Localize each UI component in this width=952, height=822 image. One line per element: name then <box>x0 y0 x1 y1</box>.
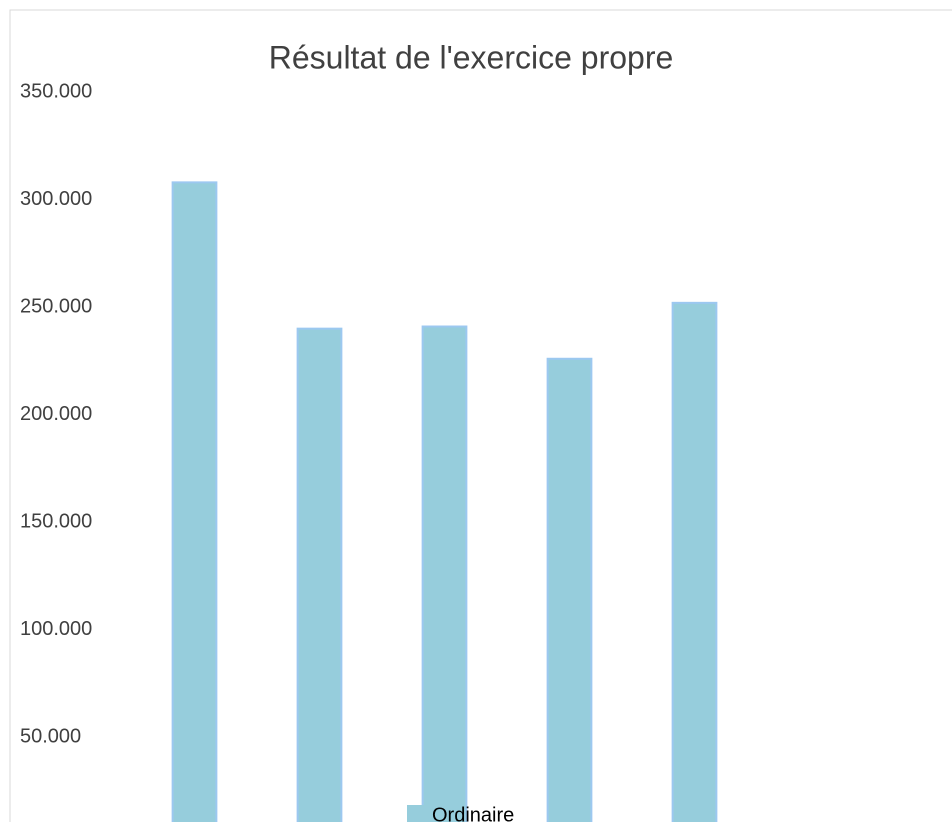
y-tick-label: 300.000 <box>20 188 92 210</box>
y-tick-label: 50.000 <box>20 726 81 748</box>
y-tick-label: 150.000 <box>20 511 92 533</box>
chart-frame <box>9 9 952 822</box>
bar <box>671 301 718 822</box>
y-tick-label: 250.000 <box>20 295 92 317</box>
bar <box>296 327 343 822</box>
chart-title: Résultat de l'exercice propre <box>269 39 674 75</box>
bar <box>171 181 218 822</box>
y-tick-label: 100.000 <box>20 618 92 640</box>
bar <box>421 325 468 822</box>
legend-label: Ordinaire <box>432 804 514 822</box>
bar <box>546 357 593 822</box>
y-tick-label: 200.000 <box>20 403 92 425</box>
legend-swatch <box>407 805 425 822</box>
y-tick-label: 350.000 <box>20 80 92 102</box>
